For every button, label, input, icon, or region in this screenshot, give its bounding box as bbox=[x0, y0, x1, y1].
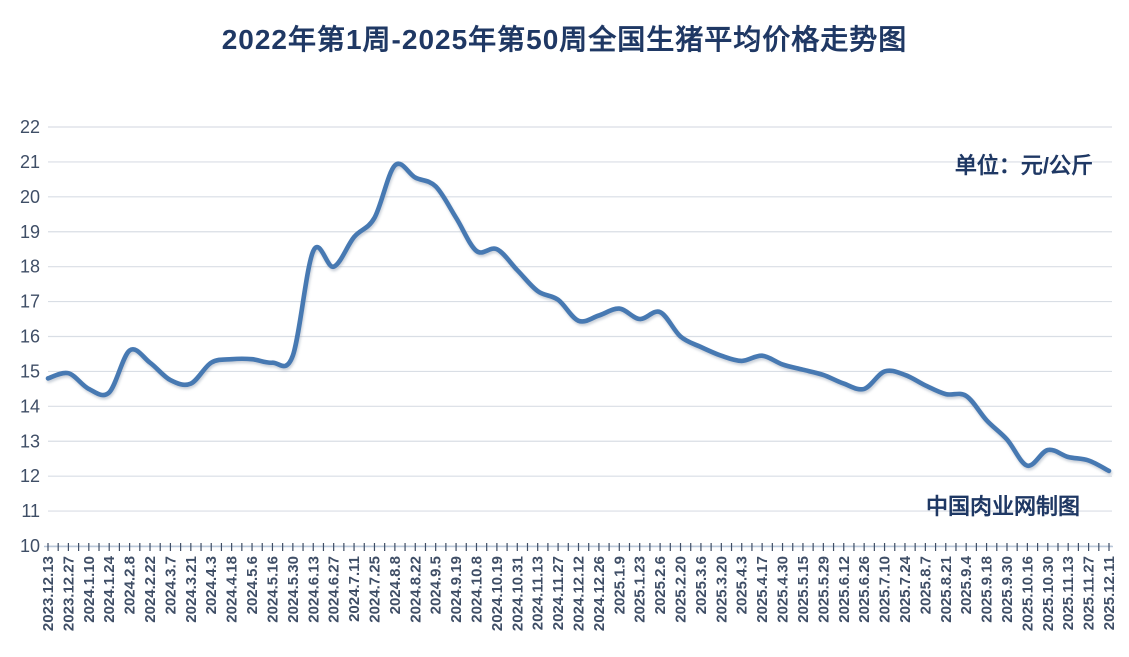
x-axis-label: 2024.3.21 bbox=[183, 556, 200, 623]
y-axis-label: 17 bbox=[20, 292, 40, 312]
x-axis-label: 2025.8.7 bbox=[917, 556, 934, 614]
x-axis-label: 2025.3.6 bbox=[693, 556, 710, 614]
y-axis-label: 11 bbox=[21, 501, 40, 521]
x-axis-label: 2025.1.23 bbox=[632, 556, 649, 623]
unit-label: 单位：元/公斤 bbox=[954, 153, 1093, 178]
x-axis-label: 2024.11.27 bbox=[550, 556, 567, 630]
x-axis-label: 2025.11.27 bbox=[1081, 556, 1098, 630]
y-axis-label: 13 bbox=[20, 431, 40, 451]
x-axis-label: 2024.2.22 bbox=[142, 556, 159, 623]
x-axis-label: 2025.3.20 bbox=[713, 556, 730, 623]
x-axis-label: 2025.12.11 bbox=[1101, 556, 1118, 630]
x-axis-label: 2024.11.13 bbox=[530, 556, 547, 630]
x-axis-label: 2024.8.8 bbox=[387, 556, 404, 614]
y-axis-label: 15 bbox=[20, 361, 40, 381]
x-axis-label: 2024.7.11 bbox=[346, 556, 363, 622]
x-axis-label: 2025.4.17 bbox=[754, 556, 771, 623]
y-axis-label: 18 bbox=[20, 257, 40, 277]
x-axis-label: 2025.1.9 bbox=[611, 556, 628, 614]
y-axis-label: 16 bbox=[20, 327, 40, 347]
x-axis-label: 2024.4.3 bbox=[203, 556, 220, 614]
x-axis-label: 2025.4.3 bbox=[734, 556, 751, 614]
y-axis-label: 22 bbox=[20, 117, 40, 137]
y-axis-label: 19 bbox=[20, 222, 40, 242]
x-axis-label: 2024.1.10 bbox=[81, 556, 98, 623]
y-axis-label: 14 bbox=[20, 396, 40, 416]
y-axis-label: 21 bbox=[20, 152, 40, 172]
x-axis-label: 2025.9.30 bbox=[999, 556, 1016, 623]
y-axis-label: 10 bbox=[20, 536, 40, 556]
x-axis-label: 2024.5.6 bbox=[244, 556, 261, 614]
x-axis-label: 2024.3.7 bbox=[162, 556, 179, 614]
x-axis-label: 2024.2.8 bbox=[122, 556, 139, 614]
x-axis-label: 2025.8.21 bbox=[938, 556, 955, 623]
x-axis-label: 2025.6.26 bbox=[856, 556, 873, 623]
y-axis-label: 12 bbox=[20, 466, 40, 486]
x-axis-label: 2025.4.30 bbox=[775, 556, 792, 623]
x-axis-label: 2025.5.29 bbox=[815, 556, 832, 623]
x-axis-label: 2025.2.20 bbox=[673, 556, 690, 623]
x-axis-label: 2025.6.12 bbox=[836, 556, 853, 623]
x-axis-label: 2025.9.4 bbox=[958, 555, 975, 614]
x-axis-label: 2023.12.27 bbox=[60, 556, 77, 631]
x-axis-label: 2024.10.8 bbox=[468, 556, 485, 623]
x-axis-label: 2025.2.6 bbox=[652, 556, 669, 614]
x-axis-label: 2024.12.26 bbox=[591, 556, 608, 631]
x-axis-label: 2024.9.5 bbox=[428, 556, 445, 614]
x-axis-label: 2023.12.13 bbox=[40, 556, 57, 631]
price-series-line bbox=[45, 161, 1112, 474]
x-axis-label: 2025.11.13 bbox=[1060, 556, 1077, 630]
x-axis-label: 2025.7.10 bbox=[877, 556, 894, 623]
x-axis-label: 2024.7.25 bbox=[366, 556, 383, 623]
x-axis-label: 2024.10.19 bbox=[489, 556, 506, 631]
x-axis-label: 2025.5.15 bbox=[795, 556, 812, 623]
x-axis-label: 2024.5.16 bbox=[264, 556, 281, 623]
x-axis-label: 2024.12.12 bbox=[571, 556, 588, 631]
x-axis-label: 2024.1.24 bbox=[101, 555, 118, 622]
x-axis-label: 2025.9.18 bbox=[979, 556, 996, 623]
x-axis-label: 2024.8.22 bbox=[407, 556, 424, 623]
x-axis-label: 2025.7.24 bbox=[897, 555, 914, 622]
x-axis-label: 2024.6.27 bbox=[326, 556, 343, 623]
x-axis-label: 2025.10.16 bbox=[1019, 556, 1036, 631]
x-axis-label: 2025.10.30 bbox=[1040, 556, 1057, 631]
y-axis-label: 20 bbox=[20, 187, 40, 207]
credit-watermark: 中国肉业网制图 bbox=[925, 494, 1080, 519]
x-axis-label: 2024.4.18 bbox=[224, 556, 241, 623]
x-axis-label: 2024.5.30 bbox=[285, 556, 302, 623]
chart-title: 2022年第1周-2025年第50周全国生猪平均价格走势图 bbox=[221, 24, 908, 55]
x-axis-label: 2024.6.13 bbox=[305, 556, 322, 623]
x-axis-label: 2024.9.19 bbox=[448, 556, 465, 623]
x-axis-label: 2024.10.31 bbox=[509, 556, 526, 631]
